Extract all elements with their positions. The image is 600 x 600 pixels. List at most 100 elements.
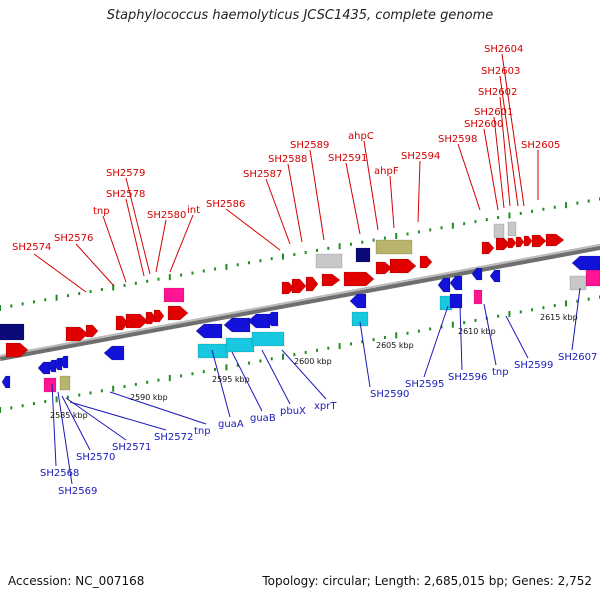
gene-label-top: SH2587 [243, 169, 282, 180]
leader-line-top [417, 160, 421, 223]
gene-arrow [449, 275, 463, 291]
gene-arrow [507, 221, 517, 237]
leader-line-top [483, 128, 499, 211]
tick-mark-bottom [248, 361, 251, 365]
tick-mark-bottom [21, 404, 24, 408]
tick-mark-top [191, 271, 194, 275]
scale-label: 2585 kbp [50, 411, 88, 420]
gene-label-top: SH2579 [106, 168, 145, 179]
tick-mark-bottom [180, 374, 183, 378]
gene-arrow [493, 223, 505, 239]
leader-line-bottom [459, 305, 463, 371]
gene-label-bottom: SH2568 [40, 468, 79, 479]
tick-mark-bottom [406, 331, 409, 335]
gene-arrow [167, 305, 189, 321]
gene-label-top: SH2578 [106, 189, 145, 200]
gene-arrow [349, 293, 367, 309]
tick-mark-top [406, 232, 409, 236]
tick-mark-bottom [383, 336, 386, 340]
gene-arrow [305, 276, 319, 292]
tick-mark-top [519, 211, 522, 215]
leader-line-top [499, 96, 511, 207]
gene-label-top: SH2600 [464, 119, 503, 130]
gene-label-top: SH2588 [268, 154, 307, 165]
tick-mark-top [474, 220, 477, 224]
leader-line-top [363, 140, 379, 231]
tick-mark-bottom [315, 348, 318, 352]
tick-mark-bottom [214, 367, 217, 371]
leader-line-top [225, 208, 281, 251]
leader-line-top [493, 116, 505, 209]
tick-mark-top [123, 283, 126, 287]
leader-line-bottom [505, 315, 529, 359]
leader-line-bottom [571, 287, 581, 351]
gene-label-top: SH2589 [290, 140, 329, 151]
gene-features [0, 221, 600, 393]
tick-mark-top [44, 298, 47, 302]
gene-arrow [85, 324, 99, 338]
gene-label-top: SH2586 [206, 199, 245, 210]
tick-mark-bottom [10, 406, 13, 410]
tick-mark-top [236, 263, 239, 267]
tick-mark-bottom [168, 375, 171, 382]
gene-arrow [281, 281, 295, 295]
tick-mark-top [112, 284, 115, 291]
tick-mark-top [157, 277, 160, 281]
gene-arrow [343, 271, 375, 287]
gene-arrow [65, 326, 89, 342]
tick-mark-bottom [338, 343, 341, 350]
tick-mark-top [134, 281, 137, 285]
tick-mark-top [21, 302, 24, 306]
gene-arrow [439, 295, 453, 311]
tick-mark-bottom [112, 385, 115, 392]
gene-label-top: tnp [93, 206, 110, 217]
gene-label-bottom: tnp [492, 367, 509, 378]
gene-label-top: SH2598 [438, 134, 477, 145]
tick-mark-top [485, 218, 488, 222]
leader-line-bottom [69, 401, 167, 431]
scale-label: 2600 kbp [294, 357, 332, 366]
leader-line-bottom [231, 351, 263, 412]
tick-mark-bottom [463, 321, 466, 325]
gene-label-top: SH2591 [328, 153, 367, 164]
tick-mark-top [225, 263, 228, 270]
leader-line-bottom [359, 321, 371, 388]
tick-mark-top [349, 242, 352, 246]
tick-mark-top [293, 253, 296, 257]
tick-mark-bottom [89, 391, 92, 395]
tick-mark-bottom [44, 399, 47, 403]
tick-mark-bottom [497, 314, 500, 318]
tick-mark-bottom [146, 380, 149, 384]
gene-arrow [515, 236, 525, 248]
gene-arrow [265, 311, 279, 327]
gene-label-bottom: tnp [194, 426, 211, 437]
tick-mark-bottom [0, 407, 1, 413]
tick-mark-bottom [440, 325, 443, 329]
tick-mark-top [531, 209, 534, 213]
gene-arrow [321, 273, 341, 287]
tick-mark-bottom [587, 297, 590, 301]
tick-mark-top [282, 253, 285, 260]
tick-mark-bottom [474, 318, 477, 322]
gene-arrow [195, 323, 223, 339]
tick-mark-bottom [78, 393, 81, 397]
gene-arrow [545, 233, 565, 247]
gene-arrow [489, 269, 501, 283]
gene-label-bottom: pbuX [280, 406, 306, 417]
tick-mark-top [327, 246, 330, 250]
tick-mark-bottom [123, 385, 126, 389]
tick-mark-top [0, 305, 1, 311]
gene-arrow [223, 317, 251, 333]
gene-arrow [53, 357, 63, 371]
scale-label: 2610 kbp [458, 327, 496, 336]
gene-arrow [585, 269, 600, 287]
tick-mark-top [32, 300, 35, 304]
gene-label-top: SH2602 [478, 87, 517, 98]
gene-arrow [449, 293, 463, 309]
leader-line-top [155, 219, 167, 273]
gene-arrow [59, 355, 69, 369]
tick-mark-bottom [542, 306, 545, 310]
tick-mark-bottom [134, 382, 137, 386]
gene-arrow [571, 255, 600, 271]
